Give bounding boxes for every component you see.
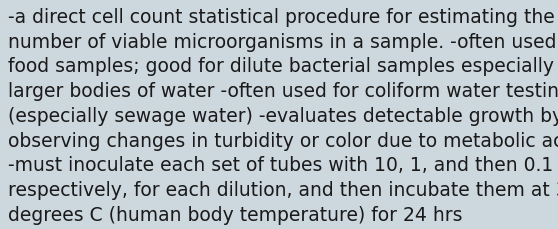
Text: -a direct cell count statistical procedure for estimating the
number of viable m: -a direct cell count statistical procedu… bbox=[8, 8, 558, 224]
